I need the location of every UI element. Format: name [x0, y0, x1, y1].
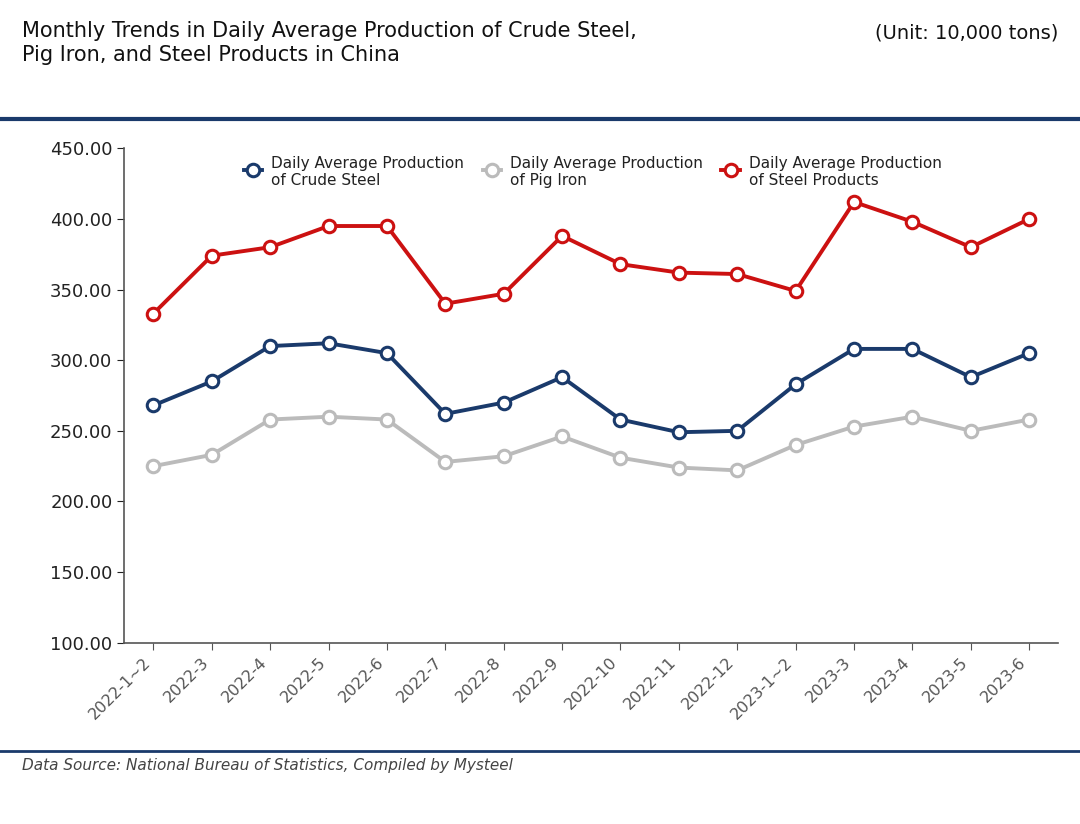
Text: Monthly Trends in Daily Average Production of Crude Steel,: Monthly Trends in Daily Average Producti…	[22, 21, 636, 40]
Text: (Unit: 10,000 tons): (Unit: 10,000 tons)	[875, 23, 1058, 43]
Text: Pig Iron, and Steel Products in China: Pig Iron, and Steel Products in China	[22, 45, 400, 65]
Legend: Daily Average Production
of Crude Steel, Daily Average Production
of Pig Iron, D: Daily Average Production of Crude Steel,…	[244, 156, 942, 189]
Text: Data Source: National Bureau of Statistics, Compiled by Mysteel: Data Source: National Bureau of Statisti…	[22, 758, 513, 773]
